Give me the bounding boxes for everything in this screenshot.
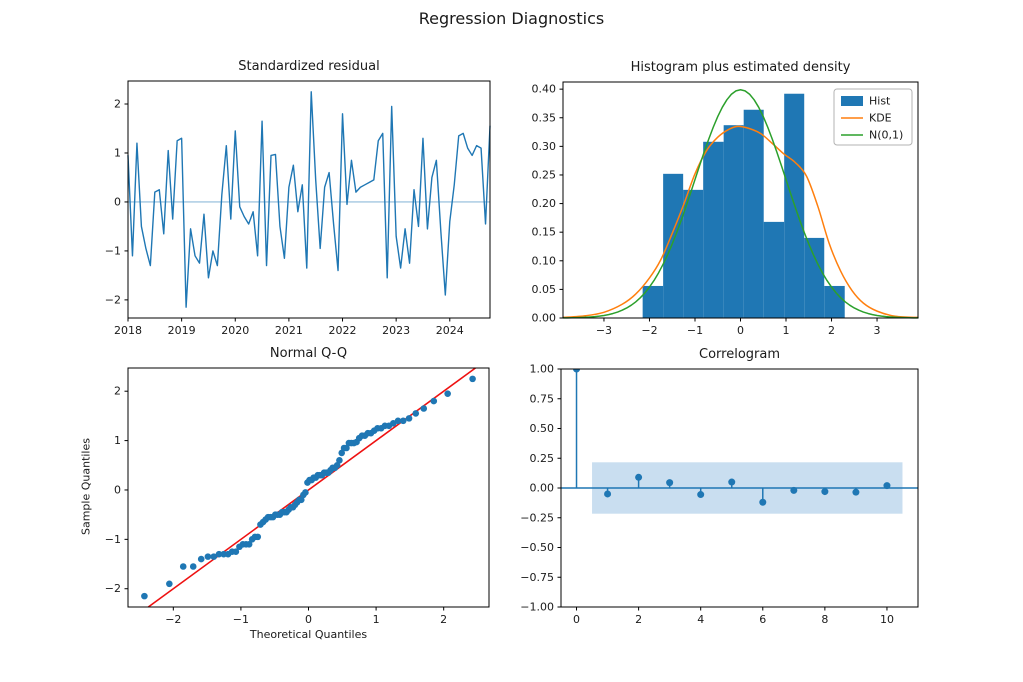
residuals-series <box>127 91 491 308</box>
histogram-title: Histogram plus estimated density <box>630 60 851 75</box>
y-tick-label: −0.75 <box>520 571 554 584</box>
y-tick-label: −2 <box>105 293 121 306</box>
y-tick-label: 0.05 <box>532 283 557 296</box>
legend-swatch-Hist <box>841 96 863 106</box>
y-tick-label: 0.00 <box>532 312 557 325</box>
legend-item-label: N(0,1) <box>869 129 903 142</box>
x-tick-label: 1 <box>373 613 380 626</box>
qq-title: Normal Q-Q <box>269 346 348 361</box>
y-tick-label: −0.25 <box>520 511 554 524</box>
figure-title: Regression Diagnostics <box>418 9 605 28</box>
histogram-plot-canvas: −3 −2 −1 0 1 2 3 0.00 0.05 0.10 0.15 0.20 0.25 0.30 0.… <box>532 81 919 337</box>
y-tick-label: −1 <box>105 533 121 546</box>
y-tick-label: 0.40 <box>532 83 557 96</box>
x-tick-label: 4 <box>697 613 704 626</box>
x-tick-label: −1 <box>687 324 703 337</box>
correlogram-title: Correlogram <box>699 347 780 362</box>
y-tick-label: 0.25 <box>530 452 555 465</box>
x-tick-label: 2023 <box>382 324 410 337</box>
y-tick-label: 2 <box>114 385 121 398</box>
qq-points <box>141 375 476 600</box>
x-tick-label: 0 <box>737 324 744 337</box>
y-tick-label: 0.30 <box>532 140 557 153</box>
x-tick-label: 10 <box>880 613 894 626</box>
histogram-legend: Hist KDE N(0,1) <box>833 88 913 146</box>
y-tick-label: 0.75 <box>530 392 555 405</box>
y-tick-label: −0.50 <box>520 541 554 554</box>
x-tick-label: 0 <box>305 613 312 626</box>
correlogram-plot-canvas: 0 2 4 6 8 10 −1.00 −0.75 −0.50 −0.25 0.00 0.25 0.50 0… <box>520 363 919 626</box>
y-tick-label: −2 <box>105 582 121 595</box>
residuals-plot-canvas: 2018 2019 2020 2021 2022 2023 2024 −2 −1 0 1 2 <box>105 80 491 337</box>
y-tick-label: 0.50 <box>530 422 555 435</box>
qq-plot-canvas: −2 −1 0 1 2 −2 −1 0 1 2 <box>105 367 490 626</box>
x-tick-label: 8 <box>821 613 828 626</box>
kde-curve <box>562 125 919 319</box>
x-tick-label: 2024 <box>436 324 464 337</box>
y-tick-label: 0.20 <box>532 197 557 210</box>
y-tick-label: 1.00 <box>530 363 555 376</box>
y-tick-label: −1.00 <box>520 601 554 614</box>
x-tick-label: −3 <box>596 324 612 337</box>
y-tick-label: 0.25 <box>532 168 557 181</box>
x-tick-label: 2021 <box>275 324 303 337</box>
x-tick-label: 2019 <box>168 324 196 337</box>
y-tick-label: 0.10 <box>532 254 557 267</box>
y-tick-label: −1 <box>105 244 121 257</box>
y-tick-label: 0 <box>114 483 121 496</box>
residuals-title: Standardized residual <box>238 59 380 74</box>
x-tick-label: 2020 <box>221 324 249 337</box>
x-tick-label: −2 <box>165 613 181 626</box>
qq-xlabel: Theoretical Quantiles <box>249 628 368 641</box>
normal-curve <box>562 89 919 319</box>
x-tick-label: 2 <box>440 613 447 626</box>
x-tick-label: 2 <box>828 324 835 337</box>
y-tick-label: 1 <box>114 434 121 447</box>
qq-45-line <box>147 367 476 608</box>
legend-item-label: Hist <box>869 95 891 108</box>
x-tick-label: 2 <box>635 613 642 626</box>
y-tick-label: 2 <box>114 98 121 111</box>
x-tick-label: 2018 <box>114 324 142 337</box>
y-tick-label: 1 <box>114 147 121 160</box>
x-tick-label: 0 <box>573 613 580 626</box>
y-tick-label: 0.15 <box>532 226 557 239</box>
qq-ylabel: Sample Quantiles <box>79 438 93 536</box>
x-tick-label: 2022 <box>329 324 357 337</box>
x-tick-label: −1 <box>233 613 249 626</box>
legend-item-label: KDE <box>869 112 892 125</box>
x-tick-label: 3 <box>874 324 881 337</box>
x-tick-label: −2 <box>641 324 657 337</box>
x-tick-label: 1 <box>783 324 790 337</box>
y-tick-label: 0 <box>114 195 121 208</box>
x-tick-label: 6 <box>759 613 766 626</box>
acf-stems <box>573 369 891 506</box>
y-tick-label: 0.00 <box>530 482 555 495</box>
y-tick-label: 0.35 <box>532 111 557 124</box>
